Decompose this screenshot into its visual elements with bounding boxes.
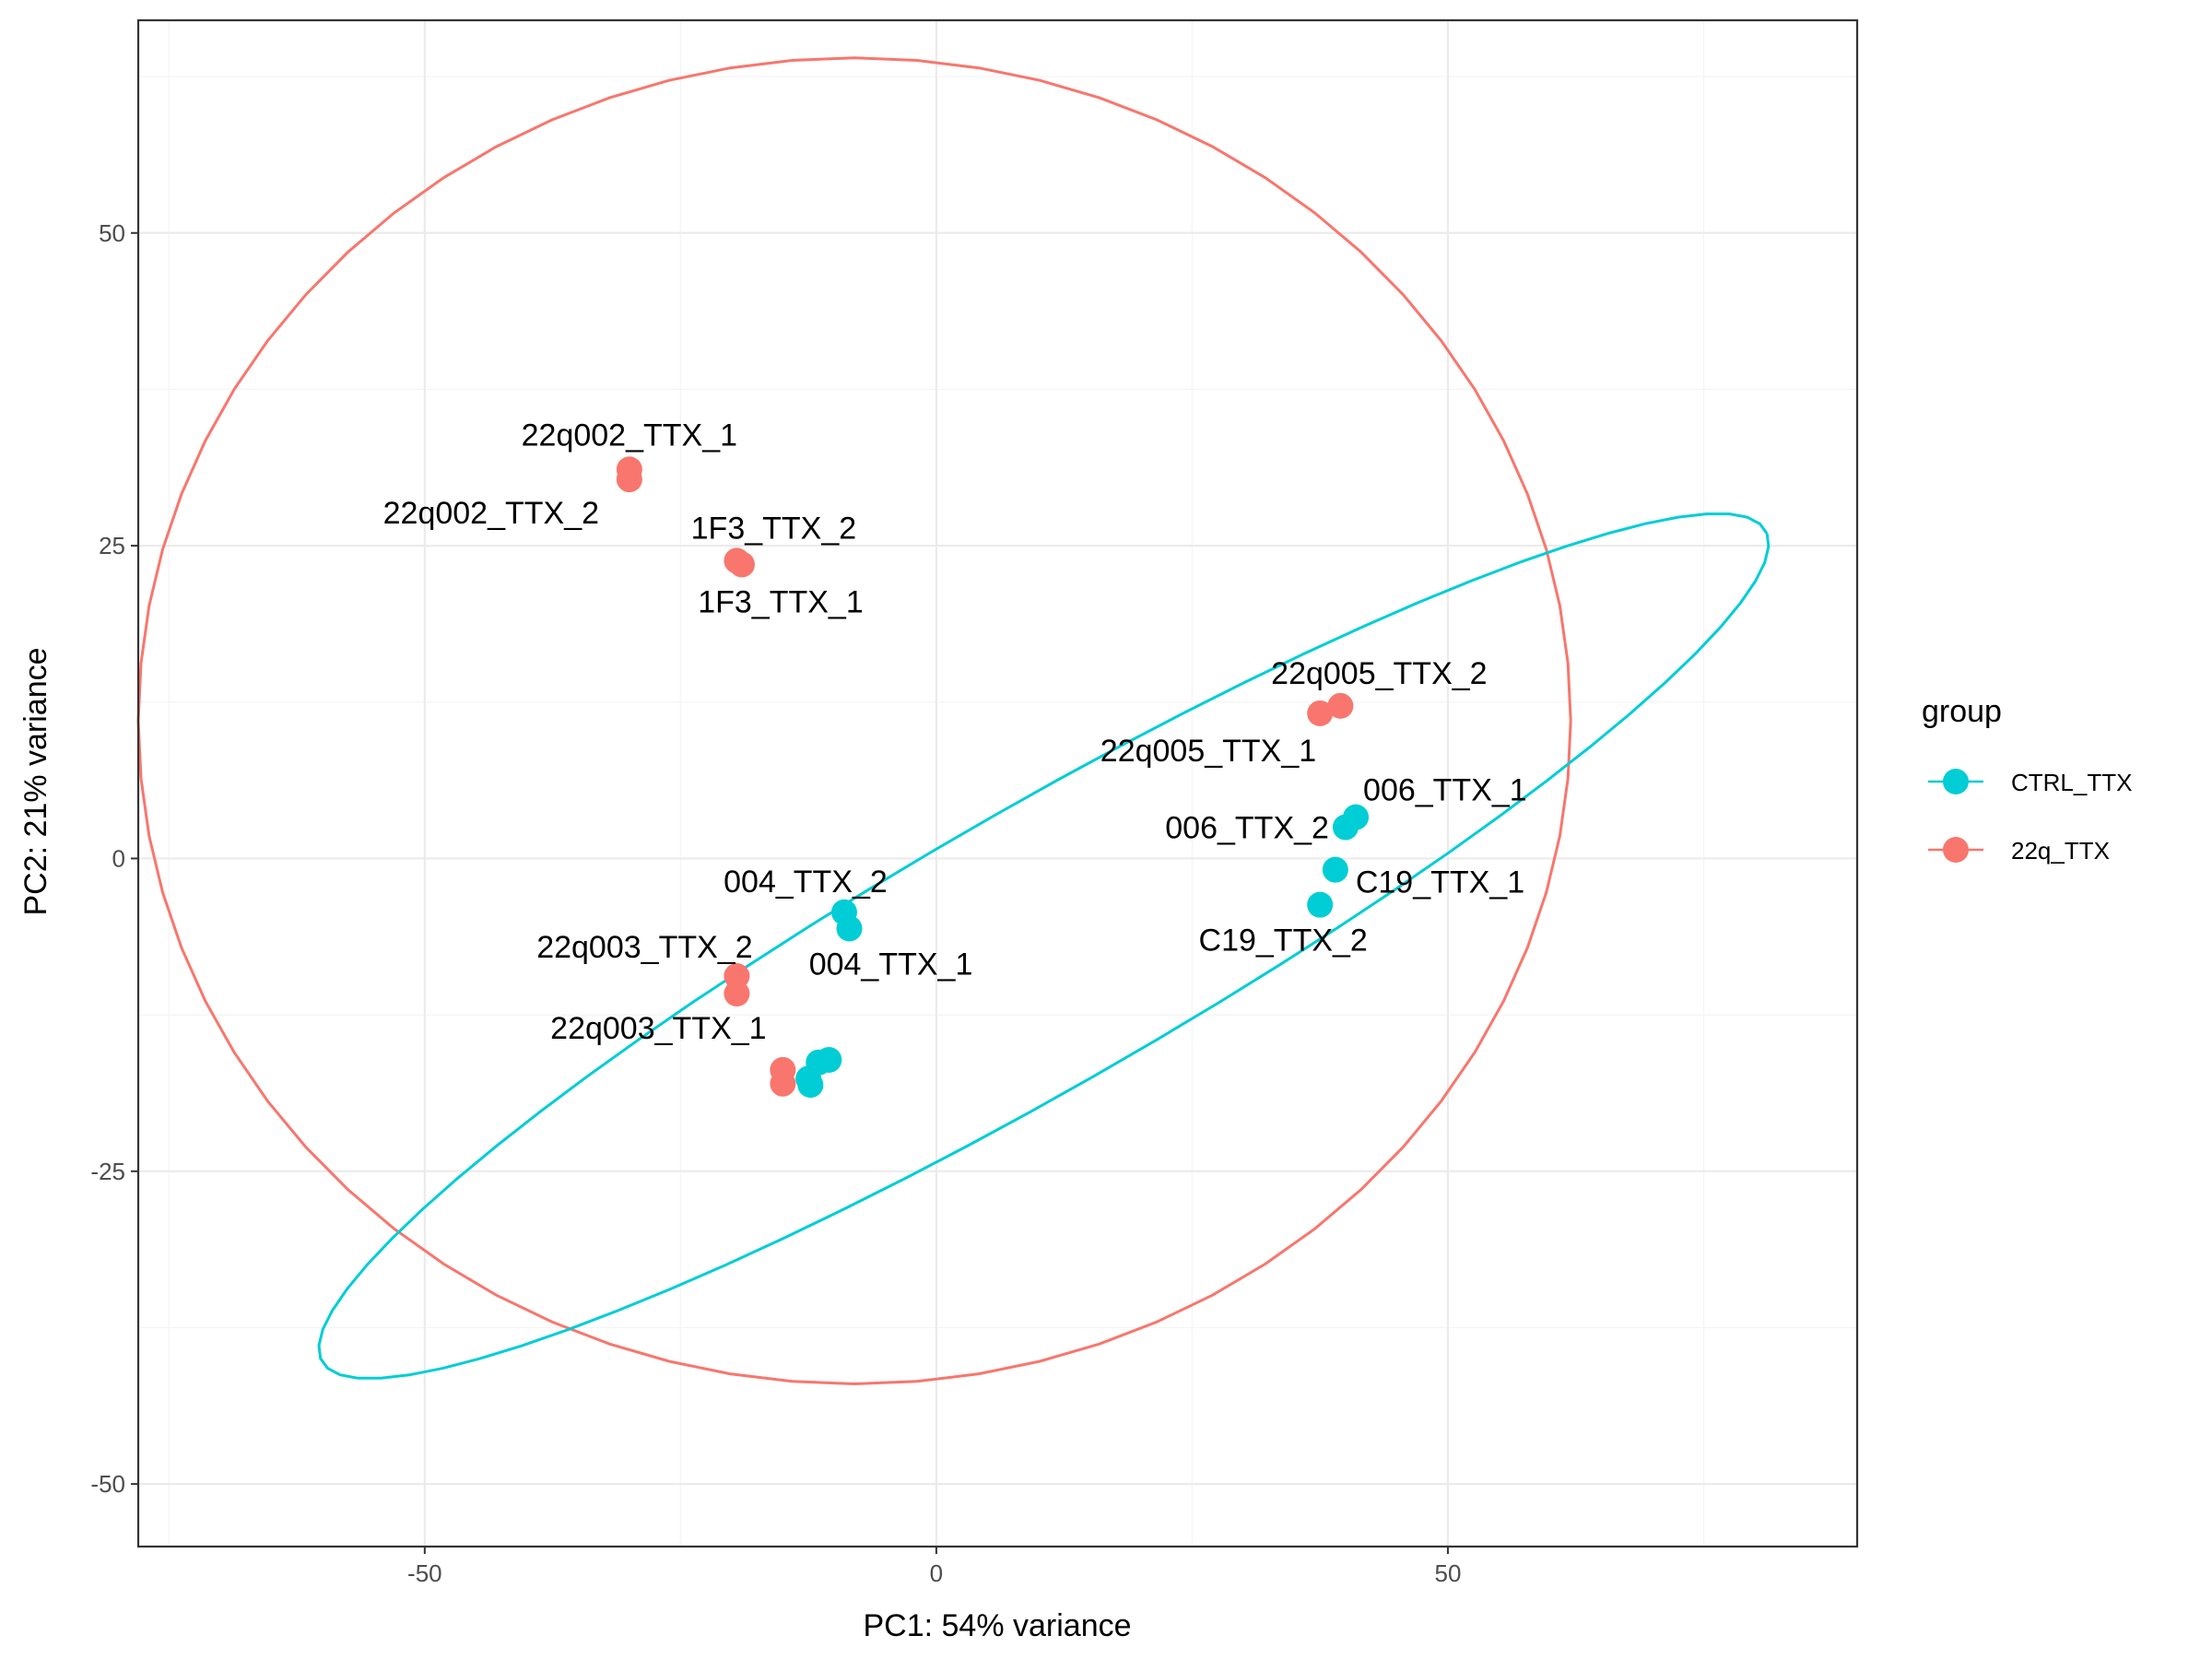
y-axis-ticks: -50 -25 0 25 50	[90, 219, 138, 1498]
legend-title: group	[1922, 694, 2002, 729]
x-tick-label: 50	[1434, 1559, 1461, 1587]
point-label: 22q003_TTX_2	[536, 930, 752, 965]
data-point	[1327, 692, 1354, 719]
data-point	[836, 915, 863, 942]
legend-item-ctrl-ttx: CTRL_TTX	[1928, 769, 2132, 796]
point-label: C19_TTX_1	[1356, 865, 1524, 900]
point-label: 22q005_TTX_1	[1100, 734, 1316, 769]
point-label: 22q005_TTX_2	[1271, 656, 1487, 691]
data-point	[797, 1072, 824, 1099]
x-axis-ticks: -50 0 50	[407, 1547, 1461, 1587]
y-tick-label: 50	[99, 219, 125, 247]
legend-key-point-ctrl-ttx	[1943, 769, 1969, 794]
y-tick-label: 0	[112, 844, 125, 872]
ellipse-ctrl-ttx	[317, 512, 1771, 1380]
point-label: 004_TTX_2	[724, 865, 888, 900]
y-tick-label: -25	[90, 1158, 125, 1185]
major-gridlines	[138, 20, 1857, 1547]
point-label: 22q002_TTX_2	[383, 496, 599, 531]
point-label: 006_TTX_1	[1363, 773, 1527, 808]
point-label: 22q002_TTX_1	[522, 418, 737, 453]
data-point	[1322, 856, 1348, 883]
x-axis-title: PC1: 54% variance	[863, 1608, 1131, 1643]
legend-item-22q-ttx: 22q_TTX	[1928, 837, 2110, 865]
point-label: 004_TTX_1	[809, 947, 973, 982]
point-label: 22q003_TTX_1	[550, 1011, 766, 1046]
legend-label-ctrl-ttx: CTRL_TTX	[2011, 769, 2132, 796]
y-axis-title: PC2: 21% variance	[18, 647, 53, 915]
data-point	[770, 1070, 796, 1097]
legend-key-point-22q-ttx	[1943, 837, 1969, 863]
y-tick-label: 25	[99, 532, 125, 559]
x-tick-label: -50	[407, 1559, 442, 1587]
data-point	[724, 981, 750, 1007]
data-point	[728, 551, 755, 578]
data-point	[1332, 814, 1359, 841]
point-label: 1F3_TTX_1	[698, 584, 864, 619]
data-point	[1307, 700, 1334, 726]
y-tick-label: -50	[90, 1470, 125, 1498]
legend-label-22q-ttx: 22q_TTX	[2011, 837, 2110, 865]
point-label: 006_TTX_2	[1165, 811, 1329, 846]
point-label: C19_TTX_2	[1199, 924, 1368, 959]
panel-border	[136, 18, 1859, 1548]
x-tick-label: 0	[930, 1559, 943, 1587]
point-label: 1F3_TTX_2	[691, 511, 857, 546]
point-labels: 006_TTX_1 006_TTX_2 C19_TTX_1 C19_TTX_2 004_…	[383, 418, 1527, 1046]
data-points	[616, 456, 1370, 1099]
data-point	[616, 466, 642, 493]
data-point	[1307, 891, 1334, 918]
legend: group CTRL_TTX 22q_TTX	[1922, 694, 2132, 865]
